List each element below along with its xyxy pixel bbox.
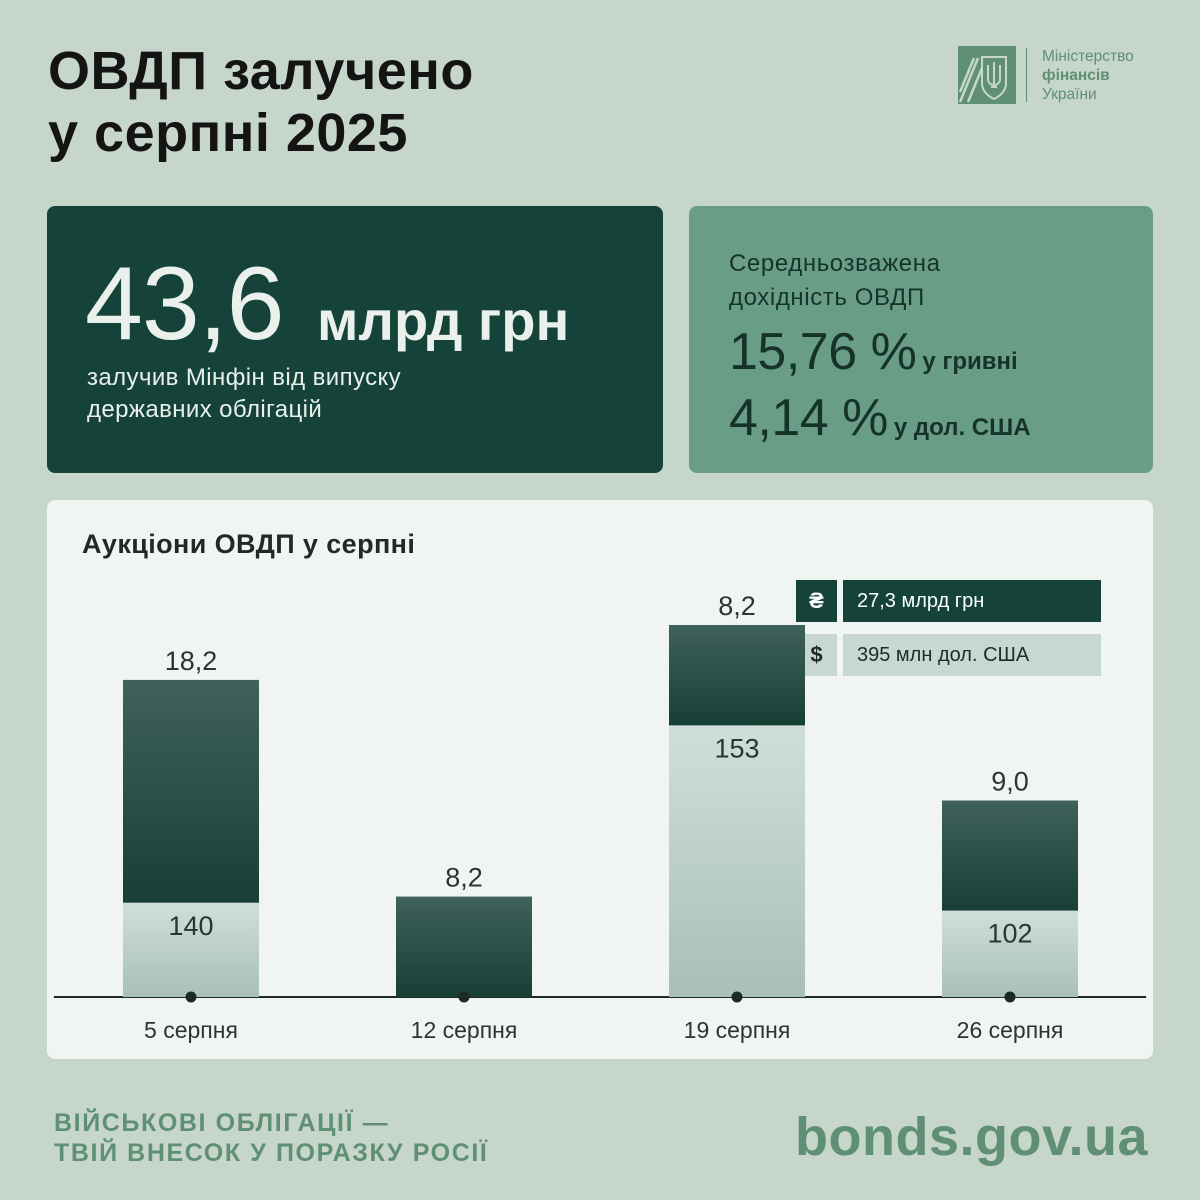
bar-usd-label: 102 — [987, 919, 1032, 949]
yield-label: Середньозважена дохідність ОВДП — [729, 247, 941, 315]
bar-uah-label: 18,2 — [165, 646, 218, 676]
page-title: ОВДП залучено у серпні 2025 — [48, 40, 474, 164]
axis-dot — [185, 991, 197, 1003]
yield-label-line-2: дохідність ОВДП — [729, 284, 925, 311]
axis-dot — [731, 991, 743, 1003]
bar-usd — [669, 725, 805, 997]
bar-uah-label: 8,2 — [718, 591, 756, 621]
legend-uah-label: 27,3 млрд грн — [843, 580, 1101, 622]
x-tick-label: 5 серпня — [144, 1017, 238, 1043]
bar-uah — [396, 896, 532, 997]
slogan-line-2: ТВІЙ ВНЕСОК У ПОРАЗКУ РОСІЇ — [54, 1139, 489, 1167]
trident-emblem-icon — [958, 46, 1016, 104]
auction-chart-card: Аукціони ОВДП у серпні ₴ 27,3 млрд грн $… — [47, 500, 1153, 1059]
x-tick-label: 26 серпня — [957, 1017, 1064, 1043]
legend-usd-label: 395 млн дол. США — [843, 634, 1101, 676]
bar-usd — [123, 902, 259, 997]
yield-uah-value: 15,76 % — [729, 323, 917, 381]
axis-dot — [1004, 991, 1016, 1003]
bar-uah-label: 9,0 — [991, 766, 1029, 796]
total-raised-card: 43,6 млрд грн залучив Мінфін від випуску… — [47, 206, 663, 473]
bar-uah — [123, 679, 259, 903]
axis-dot — [458, 991, 470, 1003]
x-tick-label: 19 серпня — [684, 1017, 791, 1043]
yield-uah-label: у гривні — [922, 348, 1018, 375]
yield-usd-value: 4,14 % — [729, 389, 888, 447]
title-line-1: ОВДП залучено — [48, 41, 474, 101]
bar-usd-label: 153 — [714, 733, 759, 763]
title-line-2: у серпні 2025 — [48, 103, 408, 163]
yield-usd-row: 4,14 % у дол. США — [729, 388, 1031, 448]
desc-line-1: залучив Мінфін від випуску — [87, 364, 402, 391]
total-amount: 43,6 — [85, 246, 284, 362]
bar-usd — [942, 910, 1078, 997]
total-description: залучив Мінфін від випуску державних обл… — [87, 362, 401, 426]
bar-usd-label: 140 — [168, 911, 213, 941]
slogan-line-1: ВІЙСЬКОВІ ОБЛІГАЦІЇ — — [54, 1109, 390, 1137]
logo-text: Міністерство фінансів України — [1042, 47, 1134, 104]
logo-divider — [1026, 48, 1027, 102]
chart-title: Аукціони ОВДП у серпні — [82, 529, 416, 559]
logo-line-1: Міністерство — [1042, 48, 1134, 65]
bar-uah — [669, 625, 805, 726]
bar-uah — [942, 800, 1078, 911]
desc-line-2: державних облігацій — [87, 396, 323, 423]
logo-line-2: фінансів — [1042, 67, 1110, 84]
x-tick-label: 12 серпня — [411, 1017, 518, 1043]
yield-usd-label: у дол. США — [893, 414, 1031, 441]
website-link[interactable]: bonds.gov.ua — [795, 1107, 1148, 1167]
hryvnia-icon: ₴ — [796, 580, 837, 622]
bar-chart: 140 18,2 5 серпня 8,2 12 серпня 153 8,2 19 серп… — [54, 591, 1146, 1043]
total-unit: млрд грн — [317, 289, 570, 352]
bar-uah-label: 8,2 — [445, 863, 483, 893]
yield-uah-row: 15,76 % у гривні — [729, 322, 1018, 382]
yield-label-line-1: Середньозважена — [729, 250, 941, 277]
yield-card: Середньозважена дохідність ОВДП — [689, 206, 1153, 473]
logo-line-3: України — [1042, 86, 1097, 103]
ministry-logo: Міністерство фінансів України — [958, 46, 1158, 104]
slogan: ВІЙСЬКОВІ ОБЛІГАЦІЇ — ТВІЙ ВНЕСОК У ПОРА… — [54, 1108, 488, 1168]
